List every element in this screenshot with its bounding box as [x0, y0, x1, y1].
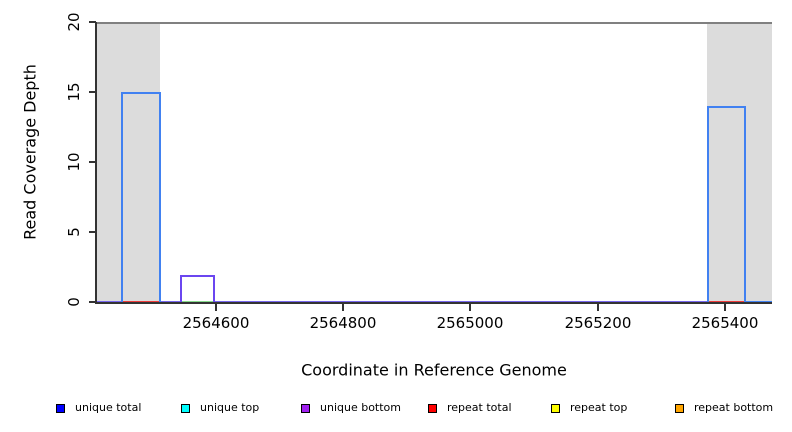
y-axis-line [95, 22, 97, 304]
x-axis-tick-2564600 [215, 304, 217, 311]
x-axis-tick-2565400 [724, 304, 726, 311]
repeat-total-swatch-icon [428, 403, 437, 413]
x-tick-label-2564800: 2564800 [309, 314, 377, 332]
y-axis-title: Read Coverage Depth [20, 64, 40, 240]
unique-bottom-peak [180, 275, 215, 303]
y-tick-label-20: 20 [65, 12, 83, 32]
legend-item-repeat-bottom: repeat bottom [675, 401, 773, 415]
x-tick-label-2565400: 2565400 [691, 314, 759, 332]
ymax-reference-line [97, 22, 772, 24]
unique-total-peak-right [707, 106, 746, 303]
legend-label-repeat-total: repeat total [447, 401, 512, 414]
repeat-top-swatch-icon [551, 403, 560, 413]
legend-label-unique-total: unique total [75, 401, 142, 414]
y-axis-tick-20 [89, 21, 96, 23]
x-tick-label-2565000: 2565000 [436, 314, 504, 332]
legend-label-repeat-bottom: repeat bottom [694, 401, 774, 414]
y-tick-label-0: 0 [65, 297, 83, 307]
legend-item-unique-bottom: unique bottom [301, 401, 401, 415]
repeat-bottom-swatch-icon [675, 403, 684, 413]
x-axis-tick-2565200 [597, 304, 599, 311]
x-tick-label-2565200: 2565200 [564, 314, 632, 332]
y-tick-label-10: 10 [65, 152, 83, 172]
legend-item-repeat-total: repeat total [428, 401, 512, 415]
y-axis-tick-0 [89, 301, 96, 303]
legend-label-unique-top: unique top [200, 401, 260, 414]
unique-top-swatch-icon [181, 403, 190, 413]
x-axis-tick-2565000 [469, 304, 471, 311]
legend-label-repeat-top: repeat top [570, 401, 628, 414]
shaded-region-right [707, 22, 772, 303]
x-axis-line [96, 302, 772, 304]
x-axis-tick-2564800 [342, 304, 344, 311]
y-tick-label-5: 5 [65, 227, 83, 237]
plot-area [97, 22, 772, 303]
x-axis-title: Coordinate in Reference Genome [301, 360, 567, 380]
y-axis-tick-15 [89, 91, 96, 93]
y-tick-label-15: 15 [65, 82, 83, 102]
legend-label-unique-bottom: unique bottom [320, 401, 402, 414]
unique-total-swatch-icon [56, 403, 65, 413]
x-tick-label-2564600: 2564600 [182, 314, 250, 332]
legend-item-unique-top: unique top [181, 401, 259, 415]
legend-item-unique-total: unique total [56, 401, 141, 415]
y-axis-tick-5 [89, 231, 96, 233]
unique-bottom-swatch-icon [301, 403, 310, 413]
shaded-region-left [97, 22, 160, 303]
unique-total-peak-left [121, 92, 161, 303]
legend-item-repeat-top: repeat top [551, 401, 627, 415]
y-axis-tick-10 [89, 161, 96, 163]
